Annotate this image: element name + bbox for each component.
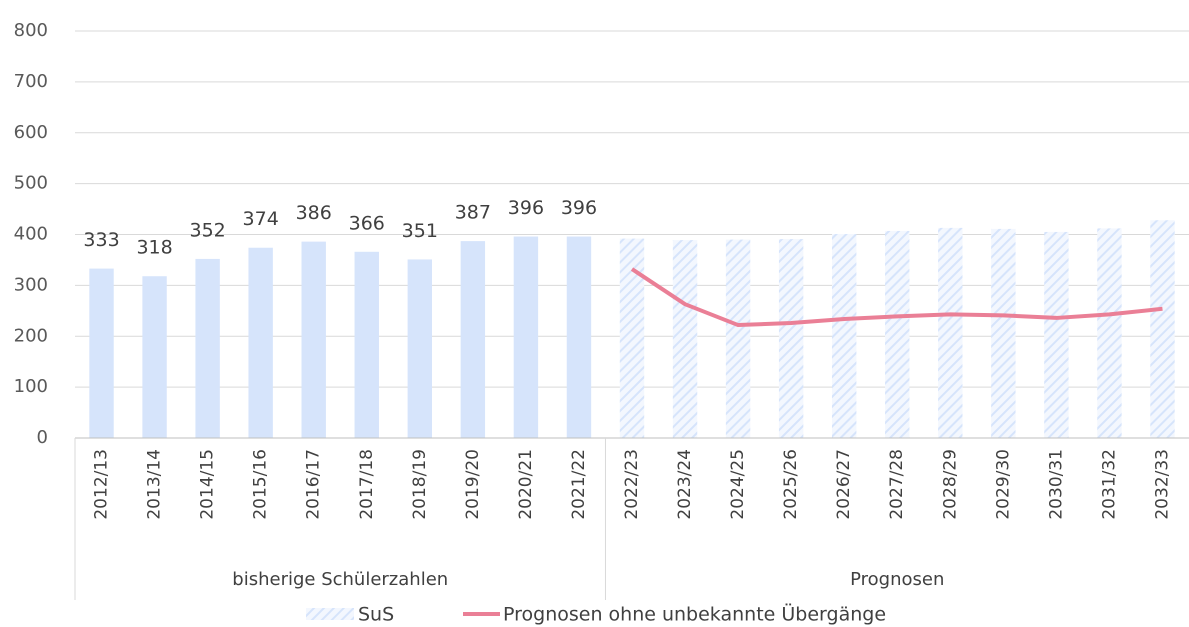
y-tick-label: 300 — [14, 274, 48, 295]
x-tick-label: 2029/30 — [993, 449, 1013, 520]
bar — [248, 247, 273, 438]
line — [630, 267, 1163, 328]
x-tick-label: 2018/19 — [410, 449, 430, 520]
data-label: 396 — [508, 197, 544, 219]
x-tick-label: 2032/33 — [1152, 449, 1172, 520]
y-tick-label: 200 — [14, 325, 48, 346]
bar — [407, 259, 433, 438]
data-label: 318 — [136, 237, 172, 259]
bar — [142, 276, 167, 438]
y-tick-label: 600 — [14, 122, 48, 143]
x-tick-label: 2013/14 — [145, 449, 165, 520]
x-tick-label: 2012/13 — [92, 449, 112, 520]
bar — [672, 240, 698, 438]
x-tick-label: 2024/25 — [728, 449, 748, 520]
x-tick-label: 2019/20 — [463, 449, 483, 520]
bar — [991, 228, 1016, 438]
y-tick-label: 0 — [37, 427, 48, 448]
y-tick-label: 500 — [14, 173, 48, 194]
x-tick-label: 2025/26 — [781, 449, 801, 520]
x-tick-label: 2016/17 — [304, 449, 324, 520]
bar — [195, 258, 220, 438]
bar — [619, 238, 645, 438]
bar — [938, 227, 963, 438]
bar — [831, 233, 857, 438]
group-label: Prognosen — [850, 569, 944, 590]
x-tick-label: 2021/22 — [569, 449, 589, 520]
x-tick-label: 2028/29 — [940, 449, 960, 520]
y-tick-label: 700 — [14, 71, 48, 92]
data-label: 396 — [561, 197, 597, 219]
x-tick-label: 2026/27 — [834, 449, 854, 520]
data-label: 387 — [455, 202, 491, 224]
x-tick-label: 2015/16 — [251, 449, 271, 520]
bar — [354, 251, 379, 438]
bar — [1097, 228, 1122, 438]
bar — [301, 241, 326, 438]
bar — [89, 268, 114, 438]
data-label: 386 — [296, 202, 332, 224]
bar — [778, 239, 804, 438]
group-label: bisherige Schülerzahlen — [232, 569, 448, 590]
y-tick-label: 400 — [14, 224, 48, 245]
x-tick-label: 2020/21 — [516, 449, 536, 520]
x-tick-label: 2030/31 — [1046, 449, 1066, 520]
x-tick-label: 2014/15 — [198, 449, 218, 520]
bar — [1150, 220, 1175, 438]
bar — [513, 236, 539, 438]
bar — [460, 241, 486, 438]
bar — [885, 230, 910, 438]
legend-label: Prognosen ohne unbekannte Übergänge — [503, 603, 886, 626]
y-tick-label: 100 — [14, 376, 48, 397]
x-tick-label: 2027/28 — [887, 449, 907, 520]
bar — [566, 236, 592, 438]
data-label: 352 — [189, 219, 225, 241]
x-tick-label: 2022/23 — [622, 449, 642, 520]
y-tick-label: 800 — [14, 20, 48, 41]
data-label: 366 — [349, 212, 385, 234]
legend-label: SuS — [358, 604, 394, 626]
bar — [1044, 231, 1069, 438]
bar — [725, 239, 751, 438]
data-label: 333 — [83, 229, 119, 251]
data-label: 374 — [243, 208, 279, 230]
x-tick-label: 2017/18 — [357, 449, 377, 520]
x-tick-label: 2023/24 — [675, 449, 695, 520]
legend-swatch — [306, 608, 354, 620]
x-tick-label: 2031/32 — [1099, 449, 1119, 520]
data-label: 351 — [402, 220, 438, 242]
